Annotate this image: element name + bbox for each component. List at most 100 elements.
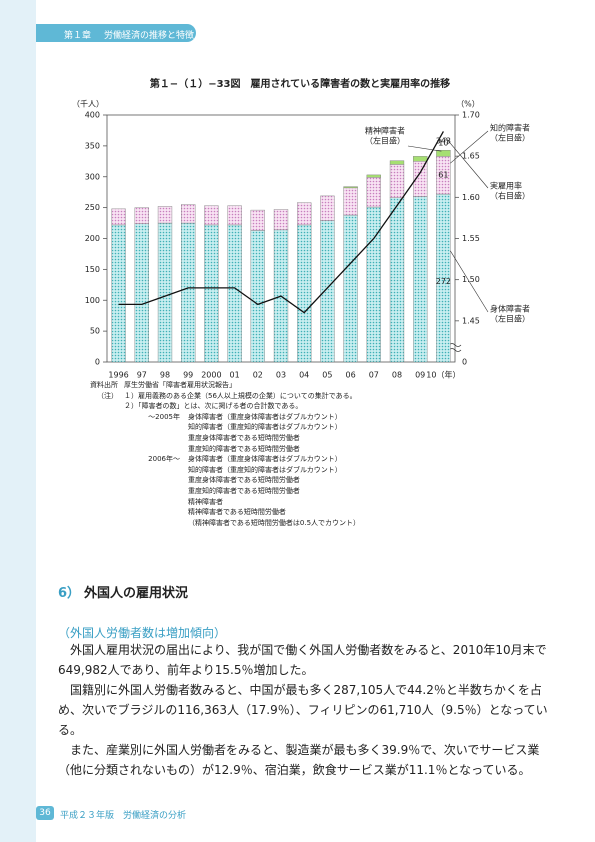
x-tick-label: 07 <box>369 371 379 380</box>
note-period <box>124 507 188 518</box>
note-row: 知的障害者（重度知的障害者はダブルカウント） <box>72 465 472 476</box>
data-label: 10 <box>438 139 448 148</box>
note-item: 知的障害者（重度知的障害者はダブルカウント） <box>188 465 342 474</box>
bar-segment <box>273 209 289 231</box>
note-item: 重度身体障害者である短時間労働者 <box>188 476 300 485</box>
y-tick-label: 200 <box>85 234 100 243</box>
bar-segment <box>181 222 196 363</box>
bar-segment <box>134 223 149 363</box>
note-row: 精神障害者である短時間労働者 <box>72 507 472 518</box>
note-text: ２）「障害者の数」とは、次に掲げる者の合計数である。 <box>124 402 303 411</box>
x-tick-label: 05 <box>322 371 332 380</box>
y-tick-label: 150 <box>85 265 100 274</box>
note-item: （精神障害者である短時間労働者は0.5人でカウント） <box>188 518 361 527</box>
bar-segment <box>366 206 381 363</box>
x-tick-label: 01 <box>230 371 240 380</box>
y-unit: （千人） <box>72 99 104 109</box>
chart: 第１−（１）−33図 雇用されている障害者の数と実雇用率の推移 （千人） （%） 0… <box>72 77 530 380</box>
x-tick-label: 06 <box>346 371 356 380</box>
body-text: 外国人雇用状況の届出により、我が国で働く外国人労働者数をみると、2010年10月… <box>58 640 552 780</box>
note-label <box>72 401 124 412</box>
leader-line <box>450 130 489 164</box>
bar-segment <box>343 187 358 216</box>
spacer <box>72 475 124 486</box>
leader-line <box>450 250 489 313</box>
note-period <box>124 444 188 455</box>
bar-segment <box>204 205 219 226</box>
note-item: 身体障害者（重度身体障害者はダブルカウント） <box>188 455 342 464</box>
spacer <box>72 433 124 444</box>
spacer <box>72 422 124 433</box>
x-tick-label: 08 <box>392 371 402 380</box>
spacer <box>72 412 124 423</box>
y-tick-label: 50 <box>90 327 100 336</box>
bar-segment <box>297 224 312 363</box>
note-row: 〜2005年 身体障害者（重度身体障害者はダブルカウント） <box>72 412 472 423</box>
x-tick-label: 2000 <box>201 371 221 380</box>
leader-line <box>407 145 442 152</box>
y-tick-label: 300 <box>85 172 100 181</box>
x-tick-label: 04 <box>299 371 309 380</box>
note-item: 身体障害者（重度身体障害者はダブルカウント） <box>188 412 342 421</box>
chart-title: 第１−（１）−33図 雇用されている障害者の数と実雇用率の推移 <box>150 77 450 90</box>
side-strip <box>0 0 36 842</box>
bar-segment <box>389 160 405 165</box>
x-tick-label: 1996 <box>108 371 128 380</box>
note-row: 資料出所 厚生労働省「障害者雇用状況報告」 <box>72 380 472 391</box>
x-tick-label: 10（年） <box>426 370 460 380</box>
note-row: （注） １）雇用義務のある企業（56人以上規模の企業）についての集計である。 <box>72 391 472 402</box>
bar-segment <box>366 174 381 178</box>
bar-segment <box>157 206 173 224</box>
rate-line <box>118 131 444 314</box>
note-item: 精神障害者 <box>188 497 223 506</box>
x-tick-label: 99 <box>183 371 193 380</box>
note-item: 重度身体障害者である短時間労働者 <box>188 433 300 442</box>
data-label: 61 <box>438 171 448 180</box>
note-label: 資料出所 <box>90 381 118 389</box>
page-number: 36 <box>36 806 54 820</box>
y2-tick-label: 1.55 <box>462 234 480 243</box>
y2-tick-label: 1.65 <box>462 152 480 161</box>
note-row: 重度知的障害者である短時間労働者 <box>72 444 472 455</box>
note-row: 重度知的障害者である短時間労働者 <box>72 486 472 497</box>
bar-segment <box>389 164 405 198</box>
note-row: 重度身体障害者である短時間労働者 <box>72 433 472 444</box>
chapter-label: 第１章 <box>64 31 92 41</box>
total-label: 343 <box>436 137 451 146</box>
note-text: １）雇用義務のある企業（56人以上規模の企業）についての集計である。 <box>124 391 357 400</box>
note-row: 精神障害者 <box>72 497 472 508</box>
legend-scale: （左目盛） <box>365 136 405 146</box>
y-tick-label: 0 <box>95 358 100 367</box>
note-row: 重度身体障害者である短時間労働者 <box>72 475 472 486</box>
bar-segment <box>343 186 358 189</box>
note-period: 〜2005年 <box>148 412 180 421</box>
bar-segment <box>320 195 335 221</box>
bar-segment <box>204 224 219 363</box>
bar-segment <box>250 209 265 231</box>
bar-segment <box>320 220 335 363</box>
note-label: （注） <box>97 391 118 400</box>
note-row: 2006年〜 身体障害者（重度身体障害者はダブルカウント） <box>72 454 472 465</box>
section-heading: 6） 外国人の雇用状況 <box>58 582 188 601</box>
note-period <box>124 518 188 529</box>
bar-segment <box>111 224 126 363</box>
y-tick-label: 400 <box>85 111 100 120</box>
note-row: 知的障害者（重度知的障害者はダブルカウント） <box>72 422 472 433</box>
section-number: 6） <box>58 586 81 601</box>
bar-segment <box>343 214 358 363</box>
axis-break <box>448 343 462 352</box>
paragraph: 外国人雇用状況の届出により、我が国で働く外国人労働者数をみると、2010年10月… <box>58 643 547 677</box>
legend-name: 身体障害者 <box>490 304 530 314</box>
note-item: 知的障害者（重度知的障害者はダブルカウント） <box>188 423 342 432</box>
y2-unit: （%） <box>456 100 480 109</box>
bar-segment <box>227 205 242 226</box>
note-item: 重度知的障害者である短時間労働者 <box>188 444 300 453</box>
chapter-title: 労働経済の推移と特徴 <box>104 31 195 41</box>
footer-text: 平成２３年版 労働経済の分析 <box>60 811 187 821</box>
y2-tick-label: 1.50 <box>462 275 480 284</box>
note-period <box>124 497 188 508</box>
bar-segment <box>250 230 265 363</box>
bar-segment <box>181 204 196 224</box>
bar-segment <box>413 196 428 363</box>
